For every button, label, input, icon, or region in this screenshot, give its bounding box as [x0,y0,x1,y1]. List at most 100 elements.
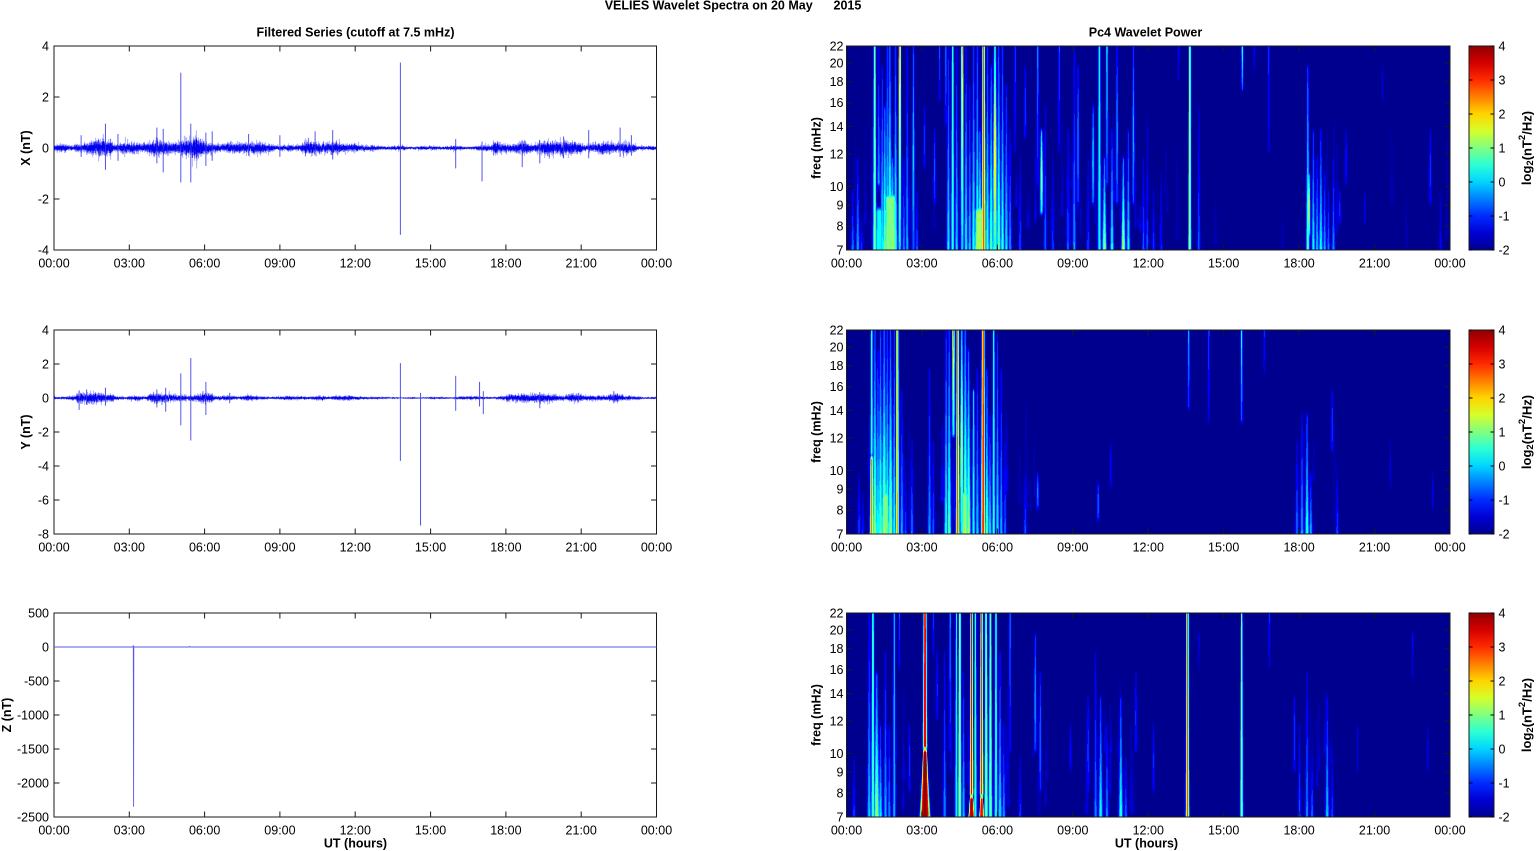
svg-text:9: 9 [837,483,844,497]
svg-text:00:00: 00:00 [38,824,69,838]
svg-text:12: 12 [830,431,844,445]
svg-text:12:00: 12:00 [340,541,371,555]
svg-text:0: 0 [42,142,49,156]
svg-text:12: 12 [830,147,844,161]
svg-text:-1000: -1000 [17,709,49,723]
svg-text:00:00: 00:00 [1434,824,1465,838]
svg-text:18:00: 18:00 [1283,824,1314,838]
svg-text:18:00: 18:00 [490,824,521,838]
svg-text:21:00: 21:00 [566,541,597,555]
svg-text:-500: -500 [24,675,49,689]
svg-text:00:00: 00:00 [38,257,69,271]
svg-text:18:00: 18:00 [1283,257,1314,271]
svg-text:7: 7 [837,811,844,825]
svg-text:03:00: 03:00 [114,257,145,271]
svg-text:09:00: 09:00 [1057,257,1088,271]
svg-text:8: 8 [837,220,844,234]
svg-text:4: 4 [1499,40,1506,54]
svg-text:00:00: 00:00 [831,257,862,271]
svg-text:Pc4 Wavelet Power: Pc4 Wavelet Power [1089,26,1203,40]
svg-text:03:00: 03:00 [906,541,937,555]
svg-text:-1: -1 [1499,494,1510,508]
svg-text:-1500: -1500 [17,743,49,757]
svg-text:Z (nT): Z (nT) [0,698,14,733]
svg-text:-4: -4 [38,460,49,474]
svg-text:12:00: 12:00 [1133,257,1164,271]
svg-text:18: 18 [830,75,844,89]
svg-text:00:00: 00:00 [641,541,672,555]
svg-text:06:00: 06:00 [982,541,1013,555]
svg-text:18:00: 18:00 [1283,541,1314,555]
svg-text:06:00: 06:00 [982,257,1013,271]
svg-text:3: 3 [1499,641,1506,655]
svg-text:00:00: 00:00 [641,824,672,838]
svg-text:00:00: 00:00 [1434,257,1465,271]
svg-text:-8: -8 [38,528,49,542]
svg-text:00:00: 00:00 [831,541,862,555]
svg-text:2: 2 [1499,392,1506,406]
svg-text:09:00: 09:00 [1057,541,1088,555]
svg-text:9: 9 [837,199,844,213]
svg-text:4: 4 [42,324,49,338]
svg-text:15:00: 15:00 [1208,257,1239,271]
svg-text:20: 20 [830,56,844,70]
svg-text:21:00: 21:00 [566,257,597,271]
svg-text:09:00: 09:00 [264,824,295,838]
svg-text:06:00: 06:00 [189,257,220,271]
svg-text:00:00: 00:00 [1434,541,1465,555]
svg-text:09:00: 09:00 [264,257,295,271]
svg-text:8: 8 [837,504,844,518]
svg-text:log2(nT2/Hz): log2(nT2/Hz) [1517,395,1536,469]
svg-text:03:00: 03:00 [906,257,937,271]
svg-text:-1: -1 [1499,777,1510,791]
svg-text:16: 16 [830,380,844,394]
svg-text:log2(nT2/Hz): log2(nT2/Hz) [1517,678,1536,752]
svg-text:12:00: 12:00 [1133,541,1164,555]
svg-text:03:00: 03:00 [906,824,937,838]
svg-text:4: 4 [42,40,49,54]
svg-text:21:00: 21:00 [1359,541,1390,555]
svg-text:1: 1 [1499,142,1506,156]
svg-text:VELIES Wavelet Spectra on 20 M: VELIES Wavelet Spectra on 20 May 2015 [605,0,862,13]
svg-text:2: 2 [1499,108,1506,122]
svg-text:09:00: 09:00 [1057,824,1088,838]
svg-text:18: 18 [830,642,844,656]
svg-text:0: 0 [1499,743,1506,757]
svg-text:2: 2 [1499,675,1506,689]
svg-text:22: 22 [830,40,844,54]
svg-text:freq (mHz): freq (mHz) [810,117,824,179]
svg-text:15:00: 15:00 [1208,541,1239,555]
svg-text:18:00: 18:00 [490,541,521,555]
svg-text:18: 18 [830,359,844,373]
svg-text:10: 10 [830,464,844,478]
svg-text:-2: -2 [38,193,49,207]
svg-text:UT (hours): UT (hours) [324,837,387,851]
svg-text:-1: -1 [1499,210,1510,224]
svg-text:10: 10 [830,180,844,194]
svg-text:15:00: 15:00 [415,541,446,555]
svg-text:00:00: 00:00 [38,541,69,555]
svg-text:7: 7 [837,244,844,258]
svg-text:10: 10 [830,747,844,761]
svg-text:20: 20 [830,623,844,637]
svg-text:06:00: 06:00 [189,824,220,838]
svg-text:15:00: 15:00 [415,824,446,838]
svg-text:-4: -4 [38,244,49,258]
svg-text:4: 4 [1499,324,1506,338]
svg-text:Filtered Series (cutoff at 7.5: Filtered Series (cutoff at 7.5 mHz) [257,26,455,40]
svg-text:14: 14 [830,687,844,701]
svg-text:12:00: 12:00 [1133,824,1164,838]
svg-text:-2: -2 [1499,811,1510,825]
svg-text:Y (nT): Y (nT) [19,414,33,449]
svg-text:0: 0 [42,392,49,406]
svg-text:1: 1 [1499,426,1506,440]
svg-text:09:00: 09:00 [264,541,295,555]
svg-text:14: 14 [830,404,844,418]
svg-text:1: 1 [1499,709,1506,723]
svg-text:21:00: 21:00 [1359,257,1390,271]
svg-text:2: 2 [42,358,49,372]
svg-text:7: 7 [837,528,844,542]
svg-text:X (nT): X (nT) [19,130,33,165]
svg-text:UT (hours): UT (hours) [1115,837,1178,851]
svg-text:15:00: 15:00 [415,257,446,271]
